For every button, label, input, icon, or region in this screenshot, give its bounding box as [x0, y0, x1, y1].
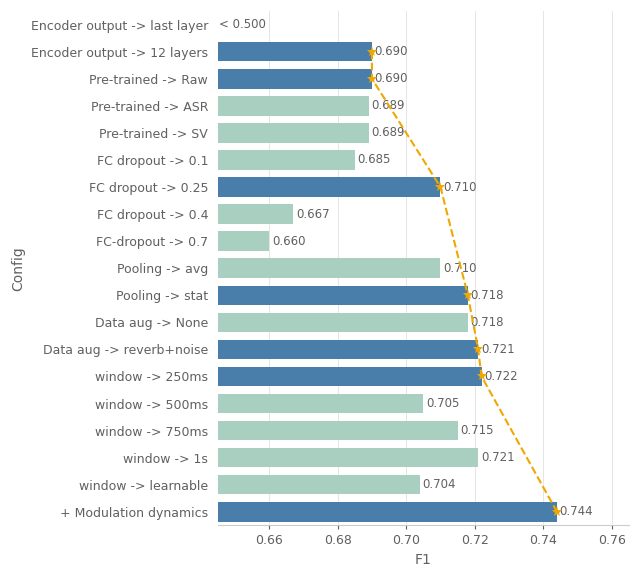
- Bar: [0, 231, 269, 251]
- Text: 0.721: 0.721: [481, 343, 515, 356]
- Text: 0.744: 0.744: [560, 505, 593, 518]
- Text: 0.667: 0.667: [296, 208, 330, 221]
- Text: 0.685: 0.685: [358, 153, 391, 166]
- Text: 0.704: 0.704: [422, 478, 456, 491]
- Bar: [0, 502, 557, 521]
- Text: 0.690: 0.690: [374, 72, 408, 86]
- Text: < 0.500: < 0.500: [220, 18, 266, 31]
- Bar: [0, 448, 478, 468]
- Bar: [0, 96, 369, 116]
- Bar: [0, 42, 372, 61]
- Text: 0.660: 0.660: [272, 235, 305, 247]
- Text: 0.721: 0.721: [481, 451, 515, 464]
- Bar: [0, 394, 423, 413]
- Y-axis label: Config: Config: [11, 246, 25, 291]
- Bar: [0, 366, 481, 386]
- Bar: [0, 421, 458, 440]
- Bar: [0, 475, 420, 494]
- Bar: [0, 177, 440, 197]
- Text: 0.715: 0.715: [460, 424, 494, 437]
- Bar: [0, 205, 293, 224]
- Text: 0.718: 0.718: [470, 316, 504, 329]
- X-axis label: F1: F1: [415, 553, 432, 567]
- Text: 0.705: 0.705: [426, 397, 460, 410]
- Bar: [0, 340, 478, 359]
- Bar: [0, 123, 369, 143]
- Text: 0.710: 0.710: [443, 262, 477, 275]
- Text: 0.689: 0.689: [371, 127, 404, 139]
- Bar: [0, 150, 355, 170]
- Text: 0.722: 0.722: [484, 370, 518, 383]
- Bar: [0, 286, 468, 305]
- Bar: [0, 258, 440, 278]
- Text: 0.718: 0.718: [470, 289, 504, 302]
- Text: 0.690: 0.690: [374, 45, 408, 58]
- Bar: [0, 69, 372, 88]
- Text: 0.689: 0.689: [371, 99, 404, 112]
- Text: 0.710: 0.710: [443, 180, 477, 194]
- Bar: [0, 313, 468, 332]
